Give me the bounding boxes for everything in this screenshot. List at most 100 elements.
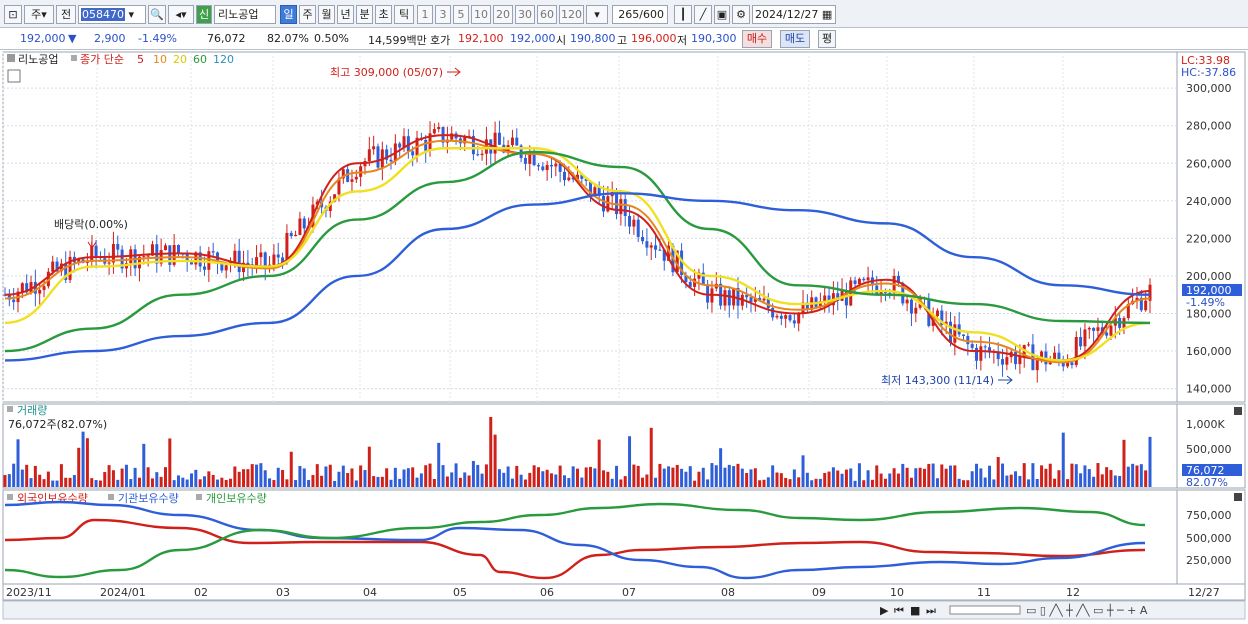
period-month[interactable]: 월 (318, 5, 335, 24)
candle-body (797, 312, 801, 324)
sell-button[interactable]: 매도 (780, 30, 810, 48)
volume-bar (185, 479, 189, 487)
interval-10[interactable]: 10 (471, 5, 491, 24)
candle-body (649, 245, 653, 248)
stop-icon[interactable]: ■ (910, 604, 920, 617)
holding-close-icon[interactable] (1234, 493, 1242, 501)
period-day[interactable]: 일 (280, 5, 297, 24)
candle-body (359, 166, 363, 177)
candle-body (302, 218, 306, 229)
period-tick[interactable]: 틱 (394, 5, 414, 24)
gear-icon[interactable]: ⚙ (732, 5, 750, 24)
interval-5[interactable]: 5 (453, 5, 469, 24)
candle-body (1005, 357, 1009, 365)
holding-toggle-icon-3[interactable] (196, 494, 202, 500)
code-input[interactable]: 058470 ▾ (78, 5, 146, 24)
holding-toggle-icon[interactable] (7, 494, 13, 500)
change-percent: -1.49% (138, 32, 177, 45)
high-price: 196,000 (631, 32, 677, 45)
interval-3[interactable]: 3 (435, 5, 451, 24)
volume-bar (1092, 476, 1096, 487)
layout-icon[interactable]: ⊡ (4, 5, 22, 24)
table-icon[interactable] (7, 69, 21, 83)
candle-body (315, 201, 319, 205)
volume-bar (250, 464, 254, 487)
interval-dropdown[interactable]: ▾ (586, 5, 608, 24)
candle-body (567, 177, 571, 181)
volume-close-icon[interactable] (1234, 407, 1242, 415)
zoom-slider[interactable] (949, 605, 1021, 615)
ma-line-5 (4, 134, 1151, 362)
x-tick-label: 11 (977, 586, 991, 599)
price-panel-stock: 리노공업 (18, 53, 58, 66)
period-minute[interactable]: 분 (356, 5, 373, 24)
volume-toggle-icon[interactable] (7, 406, 13, 412)
sound-icon[interactable]: ◂▾ (168, 5, 194, 24)
price-tick-label: 140,000 (1186, 383, 1232, 396)
type-select[interactable]: 주▾ (24, 5, 54, 24)
volume-bar (350, 468, 354, 487)
low-label: 저 (677, 34, 688, 47)
volume-bar (16, 439, 20, 487)
code-value: 058470 (81, 8, 125, 21)
volume-bar (688, 466, 692, 487)
ma-line-20 (4, 147, 1151, 362)
candle-body (1066, 362, 1070, 367)
date-field[interactable]: 2024/12/27 ▦ (752, 5, 836, 24)
draw-tools-icon[interactable]: ▭ ▯ ╱╲ ┼ ╱╲ ▭ ┼ ─ + A (1026, 603, 1148, 617)
volume-bar (64, 477, 68, 487)
panel-toggle-icon[interactable] (7, 54, 15, 62)
count-field[interactable]: 265/600 (612, 5, 668, 24)
rewind-icon[interactable]: ⏮ (894, 604, 904, 617)
volume-bar (593, 468, 597, 487)
x-tick-label: 05 (453, 586, 467, 599)
buy-button[interactable]: 매수 (742, 30, 772, 48)
volume-bar (133, 467, 137, 487)
volume-bar (814, 478, 818, 487)
period-second[interactable]: 초 (375, 5, 392, 24)
holding-toggle-icon-2[interactable] (108, 494, 114, 500)
volume-bar (944, 468, 948, 487)
count-max: /600 (639, 8, 664, 21)
volume-bar (380, 476, 384, 487)
candle-body (1139, 297, 1143, 311)
period-week[interactable]: 주 (299, 5, 316, 24)
prev-button[interactable]: 전 (56, 5, 76, 24)
volume-bar (1083, 465, 1087, 487)
volume-bar (883, 478, 887, 487)
save-icon[interactable]: ▣ (714, 5, 730, 24)
candle-body (207, 251, 211, 270)
avg-button[interactable]: 평 (818, 30, 836, 48)
candle-body (970, 344, 974, 348)
fast-forward-icon[interactable]: ⏭ (926, 604, 936, 617)
candle-body (836, 293, 840, 301)
volume-bar (354, 480, 358, 487)
stock-chart[interactable]: 300,000 280,000 260,000 240,000 220,000 200,0… (0, 50, 1248, 621)
candle-body (623, 199, 627, 216)
volume-bar (675, 464, 679, 487)
candle-body (142, 256, 146, 258)
volume-bar (953, 465, 957, 487)
volume-bar (85, 438, 89, 487)
current-price: 192,000 (20, 32, 66, 45)
interval-20[interactable]: 20 (493, 5, 513, 24)
candle-icon[interactable]: ┃ (674, 5, 692, 24)
interval-30[interactable]: 30 (515, 5, 535, 24)
volume-bar (970, 471, 974, 487)
volume-bar (905, 467, 909, 487)
interval-60[interactable]: 60 (537, 5, 557, 24)
volume-bar (242, 469, 246, 487)
interval-1[interactable]: 1 (417, 5, 433, 24)
period-year[interactable]: 년 (337, 5, 354, 24)
candle-body (77, 259, 81, 263)
volume-bar (68, 477, 72, 487)
draw-icon[interactable]: ╱ (694, 5, 712, 24)
legend-toggle-icon[interactable] (71, 55, 77, 61)
interval-120[interactable]: 120 (559, 5, 584, 24)
chart-area[interactable]: 300,000 280,000 260,000 240,000 220,000 200,0… (0, 50, 1248, 621)
scroll-right-icon[interactable]: ▶ (880, 604, 889, 617)
candle-body (1027, 344, 1031, 346)
volume-bar (454, 463, 458, 487)
search-icon[interactable]: 🔍 (148, 5, 166, 24)
candle-body (628, 215, 632, 227)
